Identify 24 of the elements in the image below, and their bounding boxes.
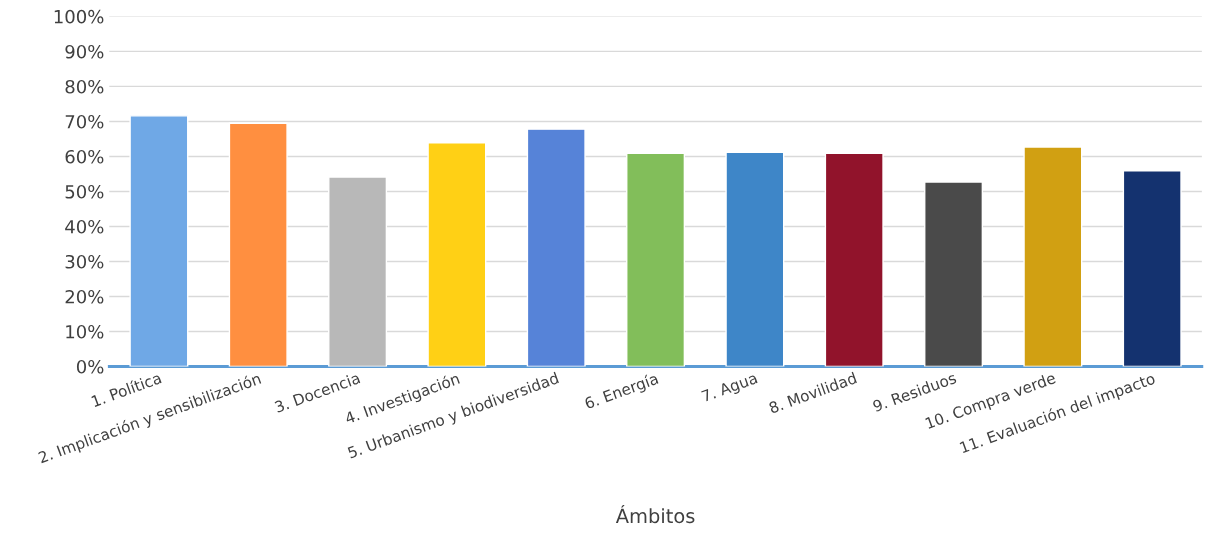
bar [1023, 146, 1083, 367]
y-tick-label: 50% [65, 184, 104, 199]
y-tick-label: 100% [54, 9, 104, 24]
bar [1122, 170, 1182, 367]
bar [328, 176, 388, 367]
y-tick-label: 90% [65, 44, 104, 59]
y-tick-label: 80% [65, 79, 104, 94]
bar [228, 122, 288, 367]
y-tick-label: 10% [66, 324, 104, 339]
bar [626, 152, 686, 367]
y-tick-label: 0% [76, 359, 104, 374]
y-tick-label: 40% [65, 219, 104, 234]
bar [924, 181, 984, 367]
x-axis-title: Ámbitos [615, 504, 695, 524]
bar [526, 128, 586, 367]
y-tick-label: 30% [65, 254, 104, 269]
bar [129, 115, 189, 367]
bar [824, 152, 884, 367]
y-tick-label: 60% [65, 149, 104, 164]
bar [725, 151, 785, 367]
y-tick-label: 20% [65, 289, 104, 304]
y-tick-label: 70% [65, 114, 104, 129]
x-tick-label: 7. Agua [701, 372, 759, 405]
bar [427, 142, 487, 367]
